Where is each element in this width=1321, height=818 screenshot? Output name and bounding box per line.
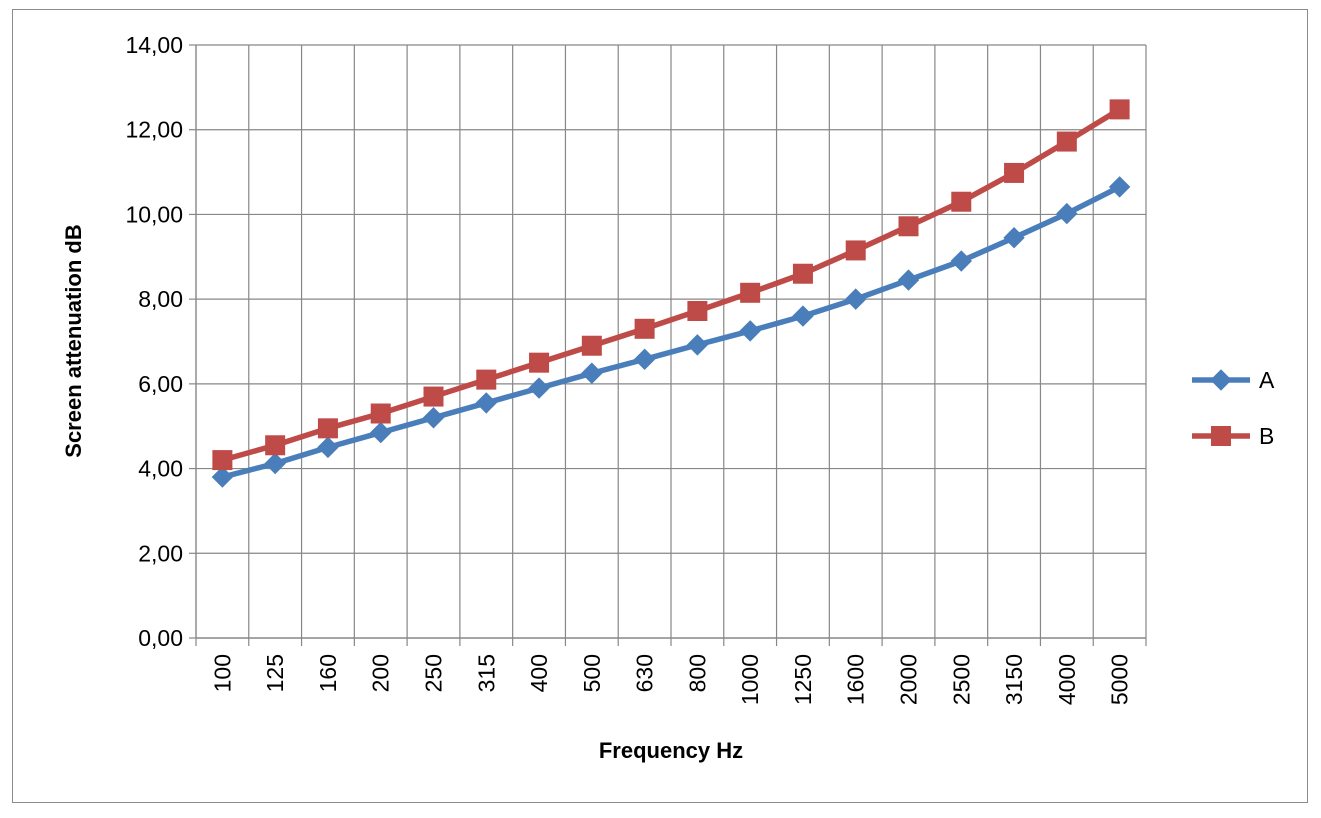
legend-marker-b <box>1211 426 1231 446</box>
data-point-a <box>528 377 550 399</box>
data-point-b <box>476 369 497 390</box>
legend-label-a: A <box>1259 367 1275 393</box>
data-point-b <box>1056 131 1077 152</box>
y-axis-title: Screen attenuation dB <box>61 224 86 457</box>
data-point-a <box>581 362 603 384</box>
data-point-a <box>317 436 339 459</box>
x-tick-label: 2000 <box>896 654 922 705</box>
data-point-b <box>212 450 233 471</box>
data-point-a <box>370 421 392 444</box>
data-point-a <box>422 407 445 429</box>
data-point-b <box>581 335 602 356</box>
x-tick-label: 1250 <box>790 654 816 705</box>
x-tick-label: 125 <box>262 654 288 692</box>
data-point-b <box>898 216 919 237</box>
data-point-b <box>792 263 813 284</box>
y-tick-label: 8,00 <box>138 286 183 312</box>
data-point-b <box>423 386 444 407</box>
data-point-a <box>792 305 814 327</box>
data-point-a <box>845 288 867 310</box>
series-line-a <box>219 184 1123 480</box>
axes <box>189 44 1147 646</box>
data-point-b <box>845 240 866 261</box>
data-point-b <box>317 418 338 439</box>
x-tick-label: 630 <box>632 654 658 692</box>
data-point-b <box>529 352 550 373</box>
data-point-a <box>1056 202 1078 225</box>
x-tick-label: 250 <box>421 654 447 692</box>
x-tick-label: 160 <box>315 654 341 692</box>
x-tick-labels: 100 125 160 200 250 315 400 500 630 800 1000 1250 16… <box>209 654 1132 705</box>
y-tick-labels: 0,00 2,00 4,00 6,00 8,00 10,00 12,00 14,00 <box>125 32 183 651</box>
data-point-a <box>211 466 234 488</box>
x-tick-label: 5000 <box>1107 654 1133 705</box>
data-point-b <box>1109 99 1130 120</box>
legend-label-b: B <box>1259 423 1274 449</box>
legend-marker-a <box>1210 369 1232 391</box>
y-tick-label: 6,00 <box>138 371 183 397</box>
x-tick-label: 100 <box>209 654 235 692</box>
data-point-a <box>475 392 497 414</box>
x-tick-label: 2500 <box>948 654 974 705</box>
data-point-a <box>739 320 761 342</box>
chart-frame <box>12 9 1308 803</box>
y-tick-label: 12,00 <box>125 117 183 143</box>
y-tick-label: 4,00 <box>138 456 183 482</box>
series <box>211 99 1131 488</box>
legend: AB <box>1192 367 1275 449</box>
x-tick-label: 500 <box>579 654 605 692</box>
data-point-b <box>265 435 286 456</box>
x-tick-label: 3150 <box>1001 654 1027 705</box>
data-point-a <box>633 348 656 370</box>
data-point-a <box>897 269 920 291</box>
x-axis-title: Frequency Hz <box>599 738 743 763</box>
y-tick-label: 10,00 <box>125 201 183 227</box>
y-tick-label: 0,00 <box>138 625 183 651</box>
x-tick-label: 800 <box>684 654 710 692</box>
x-tick-label: 1600 <box>843 654 869 705</box>
data-point-a <box>1108 176 1131 198</box>
x-tick-label: 1000 <box>737 654 763 705</box>
data-point-b <box>740 282 761 303</box>
data-point-b <box>370 403 391 424</box>
x-tick-label: 400 <box>526 654 552 692</box>
data-point-b <box>1004 162 1025 183</box>
data-point-a <box>1003 227 1025 249</box>
data-point-a <box>686 334 709 356</box>
x-tick-label: 200 <box>368 654 394 692</box>
data-point-b <box>687 301 708 322</box>
x-tick-label: 4000 <box>1054 654 1080 705</box>
data-point-a <box>264 452 286 475</box>
y-tick-label: 14,00 <box>125 32 183 58</box>
x-tick-label: 315 <box>473 654 499 692</box>
y-tick-label: 2,00 <box>138 540 183 566</box>
data-point-b <box>634 318 655 339</box>
data-point-b <box>951 191 972 212</box>
data-point-a <box>950 250 972 272</box>
grid <box>196 44 1147 638</box>
